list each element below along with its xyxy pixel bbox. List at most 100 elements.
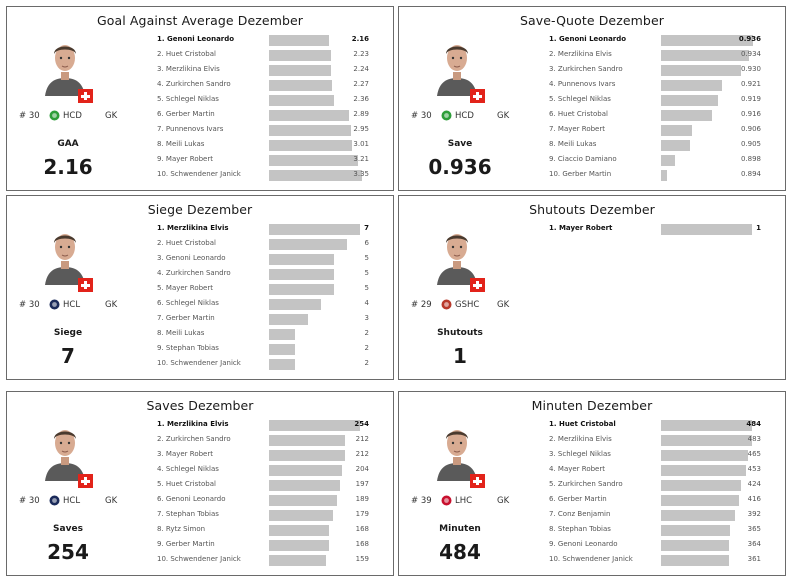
ranking-chart: 1. Merzlikina Elvis 7 2. Huet Cristobal … (157, 222, 369, 372)
table-row: 9. Stephan Tobias 2 (157, 342, 369, 357)
bar (269, 224, 360, 235)
table-row: 2. Zurkirchen Sandro 212 (157, 433, 369, 448)
bar-value-label: 0.905 (740, 140, 761, 148)
team-logo-icon (49, 299, 60, 310)
bar (661, 495, 739, 506)
table-row: 1. Genoni Leonardo 2.16 (157, 33, 369, 48)
panel-title: Shutouts Dezember (529, 202, 655, 217)
bar-value-label: 361 (747, 555, 761, 563)
bar (269, 344, 295, 355)
bar-value-label: 0.936 (738, 35, 761, 43)
rank-label: 6. Gerber Martin (549, 495, 607, 503)
table-row: 6. Gerber Martin 416 (549, 493, 761, 508)
stat-label: Minuten (439, 524, 481, 534)
bar-value-label: 0.898 (740, 155, 761, 163)
rank-label: 9. Stephan Tobias (157, 344, 219, 352)
rank-label: 9. Genoni Leonardo (549, 540, 618, 548)
bar-value-label: 2 (364, 344, 369, 352)
rank-label: 8. Meili Lukas (157, 329, 205, 337)
rank-label: 1. Mayer Robert (549, 224, 613, 232)
bar (269, 450, 345, 461)
stat-value: 484 (439, 540, 481, 564)
rank-label: 4. Mayer Robert (549, 465, 605, 473)
rank-label: 2. Huet Cristobal (157, 239, 216, 247)
table-row: 7. Mayer Robert 0.906 (549, 123, 761, 138)
table-row: 10. Schwendener Janick 2 (157, 357, 369, 372)
bar (661, 155, 675, 166)
table-row: 9. Genoni Leonardo 364 (549, 538, 761, 553)
stat-value: 0.936 (428, 155, 492, 179)
team-logo-icon (441, 110, 452, 121)
bar-value-label: 0.906 (740, 125, 761, 133)
panel-minuten: Minuten Dezember # 39 LHC GK Minuten 484 1.… (398, 391, 786, 576)
bar-value-label: 2 (364, 359, 369, 367)
table-row: 7. Conz Benjamin 392 (549, 508, 761, 523)
stat-value: 254 (47, 540, 89, 564)
bar (269, 125, 351, 136)
rank-label: 5. Zurkirchen Sandro (549, 480, 623, 488)
player-photo (433, 34, 481, 96)
bar-value-label: 392 (747, 510, 761, 518)
rank-label: 2. Merzlikina Elvis (549, 50, 612, 58)
team-name: HCD (455, 111, 474, 121)
swiss-flag-icon (78, 89, 93, 103)
table-row: 1. Merzlikina Elvis 7 (157, 222, 369, 237)
bar (269, 510, 333, 521)
bar (661, 510, 735, 521)
player-position: GK (497, 300, 510, 310)
bar (269, 50, 331, 61)
rank-label: 1. Genoni Leonardo (549, 35, 627, 43)
rank-label: 5. Huet Cristobal (157, 480, 216, 488)
bar-value-label: 0.916 (740, 110, 761, 118)
stat-label: Save (447, 139, 473, 149)
team-logo-icon (441, 495, 452, 506)
table-row: 1. Mayer Robert 1 (549, 222, 761, 237)
jersey-number: # 30 (19, 496, 40, 506)
rank-label: 9. Mayer Robert (157, 155, 213, 163)
bar (269, 480, 340, 491)
rank-label: 3. Merzlikina Elvis (157, 65, 220, 73)
player-photo (41, 223, 89, 285)
rank-label: 8. Meili Lukas (157, 140, 205, 148)
bar-value-label: 168 (355, 540, 369, 548)
table-row: 7. Punnenovs Ivars 2.95 (157, 123, 369, 138)
swiss-flag-icon (78, 278, 93, 292)
bar (269, 80, 332, 91)
table-row: 5. Schlegel Niklas 2.36 (157, 93, 369, 108)
bar (269, 35, 329, 46)
player-photo (41, 419, 89, 481)
rank-label: 10. Schwendener Janick (157, 359, 241, 367)
table-row: 4. Mayer Robert 453 (549, 463, 761, 478)
table-row: 3. Genoni Leonardo 5 (157, 252, 369, 267)
bar-value-label: 4 (364, 299, 369, 307)
rank-label: 4. Zurkirchen Sandro (157, 269, 231, 277)
rank-label: 7. Punnenovs Ivars (157, 125, 224, 133)
rank-label: 2. Merzlikina Elvis (549, 435, 612, 443)
rank-label: 6. Gerber Martin (157, 110, 215, 118)
bar-value-label: 2 (364, 329, 369, 337)
table-row: 8. Rytz Simon 168 (157, 523, 369, 538)
player-position: GK (497, 496, 510, 506)
rank-label: 7. Conz Benjamin (549, 510, 611, 518)
bar (661, 170, 667, 181)
table-row: 3. Mayer Robert 212 (157, 448, 369, 463)
team-name: HCD (63, 111, 82, 121)
team-name: HCL (63, 300, 81, 310)
bar (269, 269, 334, 280)
rank-label: 10. Schwendener Janick (157, 555, 241, 563)
bar (661, 50, 749, 61)
bar (269, 254, 334, 265)
bar-value-label: 0.894 (740, 170, 761, 178)
swiss-flag-icon (470, 278, 485, 292)
jersey-number: # 30 (19, 111, 40, 121)
bar-value-label: 7 (364, 224, 369, 232)
panel-shutouts: Shutouts Dezember # 29 GSHC GK Shutouts 1 1… (398, 195, 786, 380)
table-row: 2. Huet Cristobal 2.23 (157, 48, 369, 63)
panel-save-quote: Save-Quote Dezember # 30 HCD GK Save 0.936 … (398, 6, 786, 191)
bar (269, 314, 308, 325)
table-row: 6. Gerber Martin 2.89 (157, 108, 369, 123)
jersey-number: # 29 (411, 300, 432, 310)
table-row: 7. Gerber Martin 3 (157, 312, 369, 327)
player-position: GK (105, 496, 118, 506)
table-row: 6. Genoni Leonardo 189 (157, 493, 369, 508)
